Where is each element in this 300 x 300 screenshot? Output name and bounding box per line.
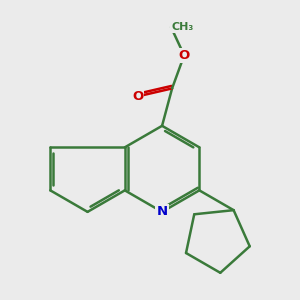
Text: CH₃: CH₃	[171, 22, 193, 32]
Text: O: O	[178, 49, 190, 62]
Text: O: O	[132, 90, 143, 103]
Text: N: N	[157, 206, 168, 218]
